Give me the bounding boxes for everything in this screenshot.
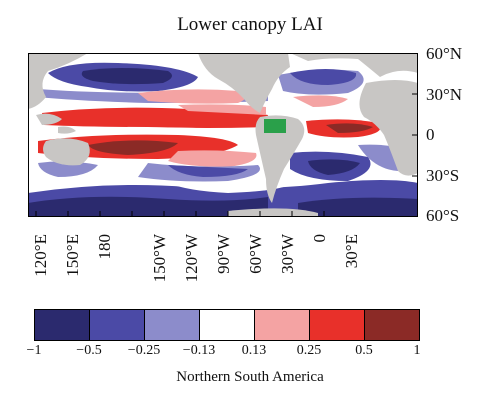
south-pacific-pink [168,150,257,167]
colorbar-box-5 [255,310,310,340]
colorbar-box-3 [145,310,200,340]
equatorial-pink [178,104,266,115]
lon-label-180: 180 [95,234,114,260]
equatorial-red-west [42,107,268,128]
lon-label-150e: 150°E [63,234,82,277]
southern-ocean-dark [28,196,268,217]
lon-label-30e: 30°E [342,234,361,269]
southern-ocean-white-gap [168,182,288,193]
lat-label-30n: 30°N [426,85,463,104]
colorbar-tick-4: −0.13 [182,343,216,358]
lon-label-30w: 30°W [278,234,297,274]
colorbar-tick-1: −1 [26,343,42,358]
lon-label-120e: 120°E [31,234,50,277]
colorbar-box-2 [90,310,145,340]
lon-label-120w: 120°W [182,234,201,283]
north-pacific-dark [81,68,172,85]
land-north-america [198,53,290,113]
lon-label-60w: 60°W [246,234,265,274]
northeast-pacific-lightblue [38,161,98,177]
colorbar-tick-5: 0.13 [241,343,267,358]
northern-south-america-region [264,119,286,133]
colorbar-box-7 [365,310,419,340]
colorbar-box-4 [200,310,255,340]
region-caption: Northern South America [176,369,324,385]
land-africa [359,80,418,176]
land-antarctica [228,208,318,217]
lat-label-eq: 0 [426,125,435,144]
south-pacific-darkred [88,140,178,155]
lon-label-90w: 90°W [214,234,233,274]
land-south-america [255,115,305,203]
colorbar [34,309,420,341]
north-pacific-pink [138,89,246,104]
land-masses [28,53,418,217]
north-atlantic-pink [293,95,348,107]
colorbar-box-1 [35,310,90,340]
colorbar-tick-6: 0.25 [296,343,322,358]
colorbar-tick-3: −0.25 [127,343,161,358]
lat-label-60n: 60°N [426,44,463,63]
land-australia [43,138,90,166]
colorbar-tick-2: −0.5 [76,343,102,358]
land-europe [290,53,418,77]
lat-label-30s: 30°S [426,166,460,185]
land-maritime-continent [36,113,76,134]
south-pacific-blue [168,165,248,177]
land-asia [28,53,88,109]
north-atlantic-blue [290,69,357,85]
lai-map [28,53,418,217]
colorbar-box-6 [310,310,365,340]
map-svg [28,53,418,217]
axis-ticks [35,53,418,217]
colorbar-tick-8: 1 [413,343,421,358]
southern-ocean-dark-east [298,197,418,217]
lat-label-60s: 60°S [426,206,460,225]
lon-label-0: 0 [310,234,329,243]
atlantic-darkred [326,123,373,133]
colorbar-tick-7: 0.5 [355,343,373,358]
lon-label-150w: 150°W [150,234,169,283]
map-title: Lower canopy LAI [177,14,323,35]
south-atlantic-dark [308,159,360,175]
